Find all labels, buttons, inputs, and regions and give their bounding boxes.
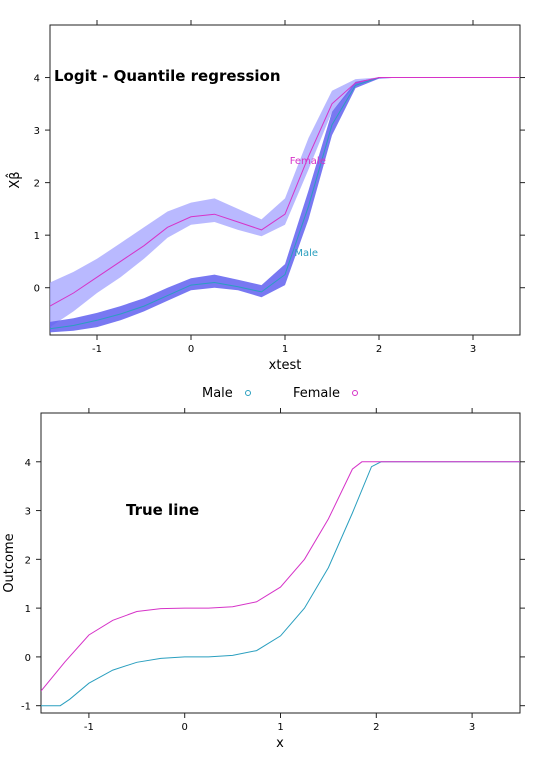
x-tick-label: 2 [373, 722, 379, 733]
quantile-regression-chart: -1 0 1 2 3 0 1 2 3 4 Logit - Quantile regression… [6, 20, 525, 373]
x-ticks: -1 0 1 2 3 [92, 20, 476, 355]
y-ticks: -1 0 1 2 3 4 [21, 458, 525, 713]
confidence-band-female [50, 77, 520, 328]
x-tick-label: 0 [188, 344, 194, 355]
legend: Male Female [202, 386, 358, 401]
x-axis-label: x [276, 736, 284, 751]
y-tick-label: 3 [25, 507, 31, 518]
annotation-female: Female [290, 156, 326, 167]
y-tick-label: -1 [21, 702, 31, 713]
x-tick-label: 3 [470, 344, 476, 355]
y-tick-label: 2 [25, 555, 31, 566]
y-tick-label: 0 [25, 653, 31, 664]
x-tick-label: 3 [469, 722, 475, 733]
x-tick-label: 0 [182, 722, 188, 733]
true-line-chart: -1 0 1 2 3 -1 0 1 2 3 4 True line x Outcome [2, 408, 525, 751]
series-line-female [50, 77, 520, 307]
y-axis-label: Outcome [2, 533, 17, 592]
x-axis-label: xtest [269, 358, 302, 373]
confidence-bands [50, 77, 520, 333]
legend-label-female: Female [293, 386, 340, 401]
y-tick-label: 1 [34, 231, 40, 242]
legend-marker-male [245, 390, 251, 396]
y-tick-label: 1 [25, 604, 31, 615]
x-tick-label: -1 [84, 722, 94, 733]
y-axis-label: Xβ̂ [6, 171, 23, 188]
x-tick-label: 1 [277, 722, 283, 733]
x-tick-label: -1 [92, 344, 102, 355]
annotation-male: Male [294, 248, 318, 259]
series-line-male [41, 461, 520, 707]
y-tick-label: 4 [34, 74, 40, 85]
legend-label-male: Male [202, 386, 233, 401]
y-tick-label: 2 [34, 179, 40, 190]
series-lines [50, 77, 520, 330]
chart-title: True line [126, 501, 199, 519]
confidence-band-male [50, 77, 520, 333]
y-tick-label: 4 [25, 458, 31, 469]
y-ticks: 0 1 2 3 4 [34, 74, 525, 295]
y-tick-label: 3 [34, 126, 40, 137]
series-line-female [41, 461, 520, 692]
x-tick-label: 2 [376, 344, 382, 355]
chart-title: Logit - Quantile regression [54, 67, 281, 85]
series-lines [41, 461, 520, 707]
plot-frame [40, 412, 521, 714]
y-tick-label: 0 [34, 284, 40, 295]
x-ticks: -1 0 1 2 3 [84, 408, 475, 733]
x-tick-label: 1 [282, 344, 288, 355]
legend-marker-female [352, 390, 358, 396]
